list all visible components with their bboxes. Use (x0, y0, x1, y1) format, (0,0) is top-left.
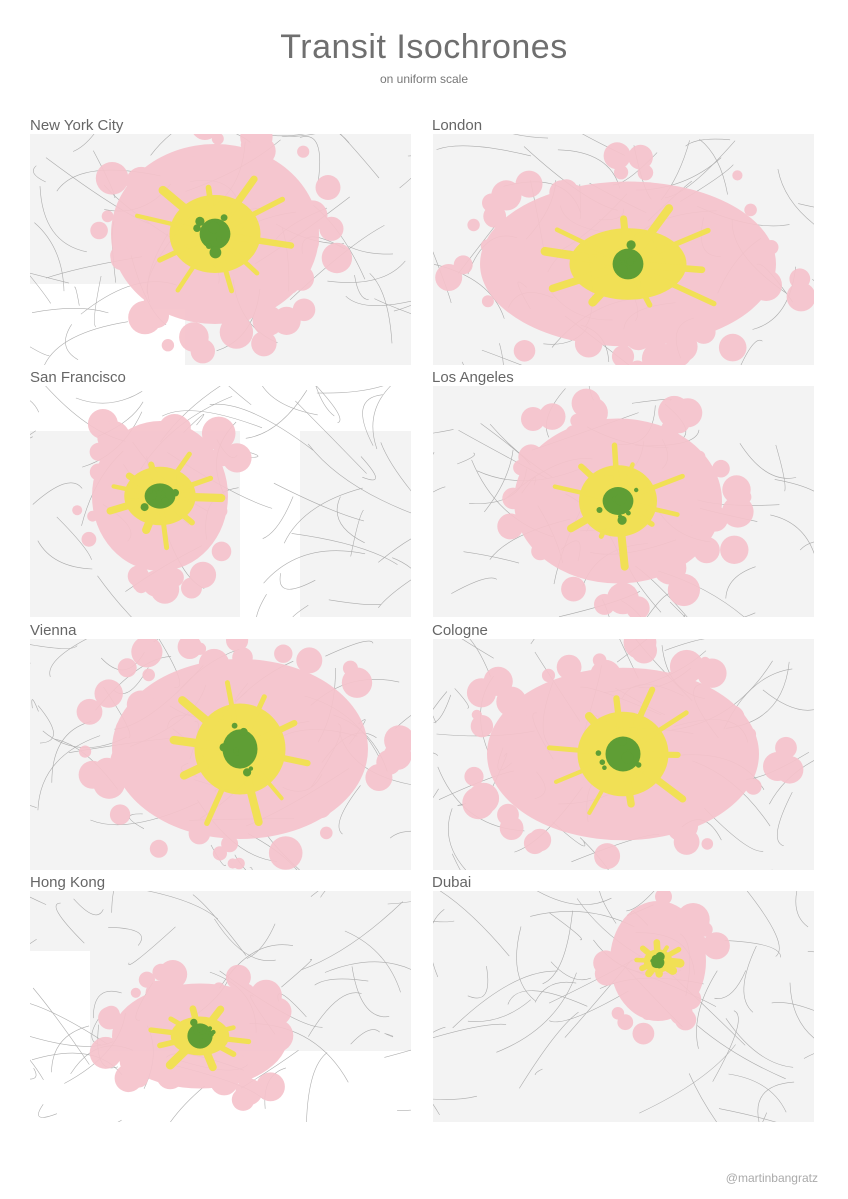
map-panel-dubai (433, 891, 814, 1122)
map-panel-vienna (30, 639, 411, 870)
map-panel-los-angeles (433, 386, 814, 617)
map-label-vienna: Vienna (30, 622, 77, 639)
map-label-los-angeles: Los Angeles (432, 369, 514, 386)
map-panel-cologne (433, 639, 814, 870)
map-panel-new-york-city (30, 134, 411, 365)
map-panel-london (433, 134, 814, 365)
map-dubai (433, 891, 814, 1122)
map-vienna (30, 639, 411, 870)
map-los-angeles (433, 386, 814, 617)
map-label-new-york-city: New York City (30, 117, 124, 134)
map-label-dubai: Dubai (432, 874, 472, 891)
map-label-hong-kong: Hong Kong (30, 874, 106, 891)
page-subtitle: on uniform scale (379, 72, 469, 86)
map-label-london: London (432, 117, 483, 134)
map-london (433, 134, 814, 365)
page-title: Transit Isochrones (280, 28, 568, 66)
author-credit: @martinbangratz (725, 1171, 818, 1185)
map-label-san-francisco: San Francisco (30, 369, 126, 386)
map-san-francisco (30, 386, 411, 617)
map-cologne (433, 639, 814, 870)
map-panel-hong-kong (30, 891, 411, 1122)
map-new-york-city (30, 134, 411, 365)
map-panel-san-francisco (30, 386, 411, 617)
map-label-cologne: Cologne (432, 622, 488, 639)
map-hong-kong (30, 891, 411, 1122)
